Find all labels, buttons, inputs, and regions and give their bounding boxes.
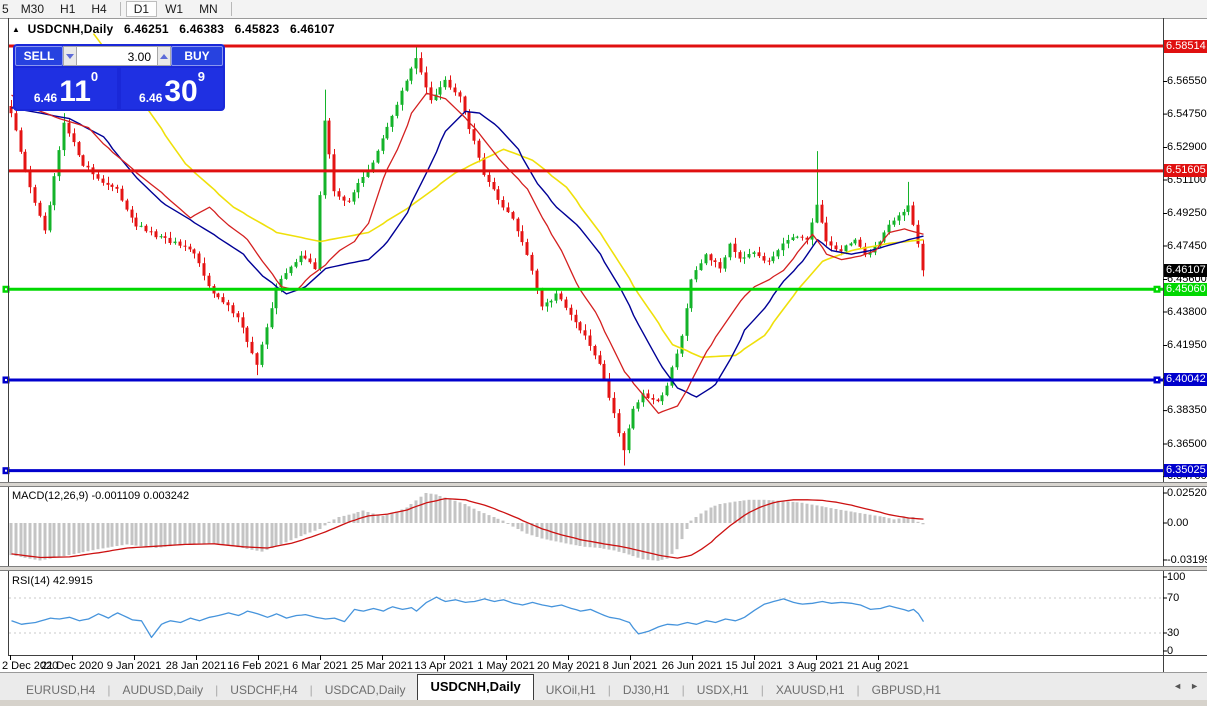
- timeframe-button-mn[interactable]: MN: [199, 2, 218, 16]
- ohlc-low: 6.45823: [234, 22, 280, 36]
- price-axis-tick-label: 6.41950: [1167, 338, 1207, 351]
- date-axis-label: 15 Jul 2021: [725, 660, 783, 672]
- price-axis-tick-label: 6.49250: [1167, 206, 1207, 219]
- tab-scroll-left-icon[interactable]: ◄: [1173, 681, 1183, 691]
- tab-separator: |: [681, 683, 685, 697]
- toolbar-separator: [230, 2, 232, 16]
- date-axis-label: 28 Jan 2021: [165, 660, 227, 672]
- price-axis-tick-label: 6.47450: [1167, 239, 1207, 252]
- timeframe-button-5[interactable]: 5: [2, 2, 9, 16]
- chart-tab-xauusd[interactable]: XAUUSD,H1: [775, 683, 845, 697]
- timeframe-toolbar: 5 M30 H1 H4 D1 W1 MN: [0, 0, 1207, 19]
- price-level-badge: 6.45060: [1164, 282, 1207, 296]
- macd-indicator-label: MACD(12,26,9) -0.001109 0.003242: [12, 490, 190, 502]
- tab-separator: |: [607, 683, 611, 697]
- toolbar-separator: [119, 2, 121, 16]
- tab-separator: |: [309, 683, 313, 697]
- chart-title: ▲ USDCNH,Daily 6.46251 6.46383 6.45823 6…: [12, 22, 335, 36]
- timeframe-button-h4[interactable]: H4: [91, 2, 107, 16]
- date-axis-label: 16 Feb 2021: [227, 660, 289, 672]
- date-axis-label: 9 Jan 2021: [106, 660, 162, 672]
- triangle-up-icon: [160, 53, 168, 59]
- rsi-axis-label: 30: [1167, 626, 1180, 639]
- date-axis-label: 6 Mar 2021: [292, 660, 348, 672]
- chart-tab-usdx[interactable]: USDX,H1: [696, 683, 749, 697]
- rsi-indicator-label: RSI(14) 42.9915: [12, 575, 93, 587]
- price-axis-tick-label: 6.52900: [1167, 141, 1207, 153]
- chart-tab-usdcnh[interactable]: USDCNH,Daily: [417, 674, 534, 700]
- timeframe-button-m30[interactable]: M30: [20, 2, 45, 16]
- macd-panel-splitter[interactable]: [0, 482, 1207, 487]
- chart-tab-usdchf[interactable]: USDCHF,H4: [230, 683, 298, 697]
- chart-tab-eurusd[interactable]: EURUSD,H4: [26, 683, 96, 697]
- date-axis-label: 21 Aug 2021: [847, 660, 909, 672]
- rsi-panel-splitter[interactable]: [0, 566, 1207, 571]
- price-axis-tick-label: 6.56550: [1167, 75, 1207, 87]
- date-axis-label: 3 Aug 2021: [788, 660, 844, 672]
- ask-pip-digit: 9: [197, 69, 205, 84]
- ask-prefix: 6.46: [139, 91, 163, 105]
- chart-tab-audusd[interactable]: AUDUSD,Daily: [122, 683, 204, 697]
- macd-axis-label: 0.025209: [1167, 486, 1207, 499]
- timeframe-button-d1[interactable]: D1: [125, 1, 158, 17]
- price-axis-tick-label: 6.38350: [1167, 404, 1207, 417]
- price-level-badge: 6.35025: [1164, 464, 1207, 478]
- volume-input[interactable]: 3.00: [77, 46, 157, 66]
- date-axis-label: 13 Apr 2021: [414, 660, 474, 672]
- volume-increase-button[interactable]: [157, 46, 171, 66]
- price-level-badge: 6.58514: [1164, 39, 1207, 53]
- date-axis-label: 2 Dec 2020: [2, 660, 59, 672]
- ask-big-digits: 30: [164, 75, 198, 108]
- window-bottom-edge: [0, 700, 1207, 706]
- rsi-axis-label: 70: [1167, 591, 1180, 604]
- date-axis-label: 21 Dec 2020: [41, 660, 104, 672]
- price-axis-tick-label: 6.54750: [1167, 107, 1207, 120]
- date-axis-label: 8 Jun 2021: [602, 660, 658, 672]
- ohlc-open: 6.46251: [123, 22, 169, 36]
- timeframe-button-h1[interactable]: H1: [60, 2, 76, 16]
- tab-scroll-right-icon[interactable]: ►: [1190, 681, 1199, 691]
- bid-pip-digit: 0: [90, 69, 99, 84]
- tab-separator: |: [107, 683, 111, 697]
- date-axis-label: 26 Jun 2021: [661, 660, 723, 672]
- bid-price-display[interactable]: 6.46 11 0: [15, 68, 117, 109]
- rsi-axis-label: 0: [1167, 644, 1174, 657]
- rsi-axis-label: 100: [1167, 570, 1186, 583]
- chart-tab-ukoil[interactable]: UKOil,H1: [545, 683, 596, 697]
- buy-button[interactable]: BUY: [171, 46, 223, 66]
- macd-axis-label: 0.00: [1167, 516, 1189, 529]
- ohlc-high: 6.46383: [179, 22, 225, 36]
- chart-tab-bar: EURUSD,H4 | AUDUSD,Daily | USDCHF,H4 | USDCAD,…: [0, 672, 1207, 700]
- timeframe-button-w1[interactable]: W1: [165, 2, 184, 16]
- date-axis-label: 1 May 2021: [477, 660, 535, 672]
- macd-axis-label: -0.031996: [1167, 553, 1207, 566]
- chart-expand-icon[interactable]: ▲: [12, 25, 21, 34]
- bid-big-digits: 11: [59, 75, 91, 108]
- sell-button[interactable]: SELL: [15, 46, 63, 66]
- ohlc-close: 6.46107: [289, 22, 335, 36]
- bid-prefix: 6.46: [33, 91, 58, 105]
- ask-price-display[interactable]: 6.46 30 9: [121, 68, 223, 109]
- chart-tab-usdcad[interactable]: USDCAD,Daily: [324, 683, 406, 697]
- date-axis-label: 20 May 2021: [537, 660, 601, 672]
- chart-symbol-label: USDCNH,Daily: [27, 22, 114, 36]
- price-axis-tick-label: 6.43800: [1167, 305, 1207, 318]
- tab-separator: |: [856, 683, 860, 697]
- date-axis-label: 25 Mar 2021: [351, 660, 413, 672]
- one-click-trading-panel: SELL 3.00 BUY 6.46 11 0 6.46 30 9: [13, 44, 225, 111]
- tab-separator: |: [760, 683, 764, 697]
- triangle-down-icon: [66, 53, 74, 59]
- price-level-badge: 6.46107: [1164, 263, 1207, 277]
- price-level-badge: 6.51605: [1164, 164, 1207, 178]
- tab-separator: |: [215, 683, 219, 697]
- chart-tab-gbpusd[interactable]: GBPUSD,H1: [871, 683, 942, 697]
- price-level-badge: 6.40042: [1164, 373, 1207, 387]
- volume-decrease-button[interactable]: [63, 46, 77, 66]
- chart-tab-dj30[interactable]: DJ30,H1: [622, 683, 670, 697]
- price-axis-tick-label: 6.36500: [1167, 437, 1207, 450]
